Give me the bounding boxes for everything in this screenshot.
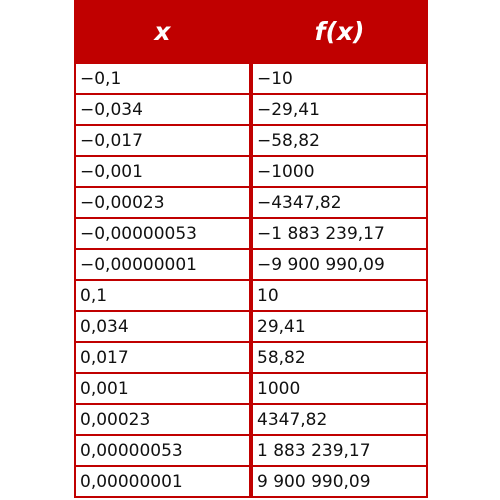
cell-x: 0,00023 <box>76 405 249 434</box>
cell-fx: −1000 <box>253 157 426 186</box>
table-row: 0,034 29,41 <box>76 310 426 341</box>
cell-x: −0,034 <box>76 95 249 124</box>
table-row: 0,00000001 9 900 990,09 <box>76 465 426 496</box>
table-row: −0,001 −1000 <box>76 155 426 186</box>
table-row: 0,001 1000 <box>76 372 426 403</box>
table-row: −0,00023 −4347,82 <box>76 186 426 217</box>
cell-x: −0,017 <box>76 126 249 155</box>
cell-fx: 1000 <box>253 374 426 403</box>
cell-fx: 58,82 <box>253 343 426 372</box>
table-body: −0,1 −10 −0,034 −29,41 −0,017 −58,82 −0,… <box>76 62 426 496</box>
table-row: 0,00023 4347,82 <box>76 403 426 434</box>
cell-fx: −29,41 <box>253 95 426 124</box>
cell-fx: 29,41 <box>253 312 426 341</box>
header-x: x <box>154 16 171 46</box>
cell-fx: 9 900 990,09 <box>253 467 426 496</box>
values-table: x f(x) −0,1 −10 −0,034 −29,41 −0,017 −58… <box>74 0 428 498</box>
cell-x: −0,00000001 <box>76 250 249 279</box>
table-row: 0,00000053 1 883 239,17 <box>76 434 426 465</box>
cell-x: 0,017 <box>76 343 249 372</box>
cell-fx: −58,82 <box>253 126 426 155</box>
cell-x: −0,00000053 <box>76 219 249 248</box>
table-row: −0,1 −10 <box>76 62 426 93</box>
cell-x: 0,1 <box>76 281 249 310</box>
cell-x: −0,1 <box>76 64 249 93</box>
table-row: 0,017 58,82 <box>76 341 426 372</box>
cell-fx: 1 883 239,17 <box>253 436 426 465</box>
table-row: −0,034 −29,41 <box>76 93 426 124</box>
cell-x: 0,034 <box>76 312 249 341</box>
cell-fx: −10 <box>253 64 426 93</box>
cell-x: 0,001 <box>76 374 249 403</box>
table-row: −0,00000001 −9 900 990,09 <box>76 248 426 279</box>
cell-x: −0,001 <box>76 157 249 186</box>
cell-x: 0,00000053 <box>76 436 249 465</box>
header-fx: f(x) <box>314 16 365 46</box>
table-row: −0,017 −58,82 <box>76 124 426 155</box>
table-row: −0,00000053 −1 883 239,17 <box>76 217 426 248</box>
cell-fx: 4347,82 <box>253 405 426 434</box>
cell-x: 0,00000001 <box>76 467 249 496</box>
cell-fx: −4347,82 <box>253 188 426 217</box>
cell-fx: −1 883 239,17 <box>253 219 426 248</box>
cell-x: −0,00023 <box>76 188 249 217</box>
table-header-row: x f(x) <box>74 0 428 62</box>
cell-fx: −9 900 990,09 <box>253 250 426 279</box>
table-row: 0,1 10 <box>76 279 426 310</box>
cell-fx: 10 <box>253 281 426 310</box>
